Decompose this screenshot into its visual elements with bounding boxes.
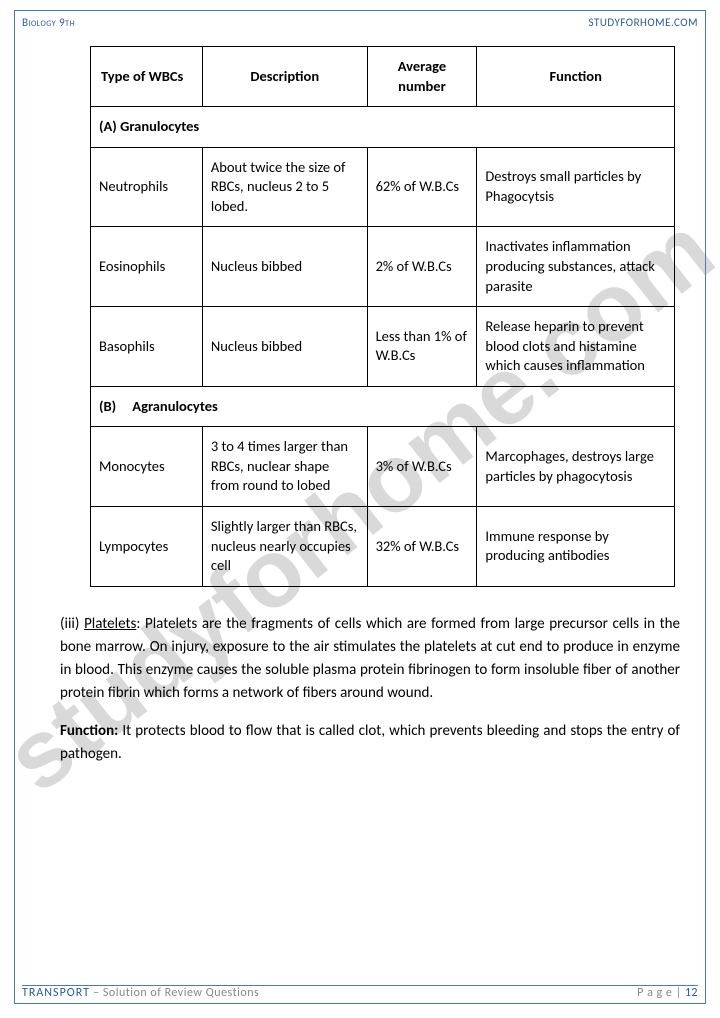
cell-type: Eosinophils <box>91 227 203 307</box>
page-footer: TRANSPORT – Solution of Review Questions… <box>22 985 698 1000</box>
cell-func: Release heparin to prevent blood clots a… <box>477 307 675 387</box>
cell-num: 2% of W.B.Cs <box>367 227 477 307</box>
footer-chapter: TRANSPORT – Solution of Review Questions <box>22 986 259 1000</box>
cell-num: 3% of W.B.Cs <box>367 427 477 507</box>
page-header: Biology 9th STUDYFORHOME.COM <box>22 16 698 29</box>
section-a-row: (A) Granulocytes <box>91 107 675 148</box>
cell-type: Monocytes <box>91 427 203 507</box>
footer-page-number: 12 <box>685 986 698 1000</box>
cell-func: Marcophages, destroys large particles by… <box>477 427 675 507</box>
cell-num: Less than 1% of W.B.Cs <box>367 307 477 387</box>
cell-num: 62% of W.B.Cs <box>367 147 477 227</box>
cell-num: 32% of W.B.Cs <box>367 507 477 587</box>
th-type: Type of WBCs <box>91 47 203 107</box>
cell-desc: About twice the size of RBCs, nucleus 2 … <box>202 147 367 227</box>
footer-subtitle: – Solution of Review Questions <box>90 986 259 1000</box>
cell-desc: 3 to 4 times larger than RBCs, nuclear s… <box>202 427 367 507</box>
cell-desc: Nucleus bibbed <box>202 227 367 307</box>
th-average-number: Average number <box>367 47 477 107</box>
table-row: Neutrophils About twice the size of RBCs… <box>91 147 675 227</box>
table-row: Lympocytes Slightly larger than RBCs, nu… <box>91 507 675 587</box>
section-b-row: (B) Agranulocytes <box>91 386 675 427</box>
footer-page: P a g e | 12 <box>637 986 698 1000</box>
function-text: It protects blood to flow that is called… <box>60 722 680 763</box>
footer-page-label: P a g e | <box>637 986 685 1000</box>
table-header-row: Type of WBCs Description Average number … <box>91 47 675 107</box>
header-site: STUDYFORHOME.COM <box>589 16 698 29</box>
footer-chapter-name: TRANSPORT <box>22 986 90 1000</box>
th-function: Function <box>477 47 675 107</box>
section-b-cell: (B) Agranulocytes <box>91 386 675 427</box>
page-content: Type of WBCs Description Average number … <box>60 40 680 766</box>
th-description: Description <box>202 47 367 107</box>
platelets-paragraph: (iii) Platelets: Platelets are the fragm… <box>60 613 680 706</box>
cell-type: Basophils <box>91 307 203 387</box>
header-subject: Biology 9th <box>22 16 75 29</box>
cell-desc: Slightly larger than RBCs, nucleus nearl… <box>202 507 367 587</box>
table-row: Basophils Nucleus bibbed Less than 1% of… <box>91 307 675 387</box>
cell-type: Lympocytes <box>91 507 203 587</box>
table-row: Monocytes 3 to 4 times larger than RBCs,… <box>91 427 675 507</box>
cell-func: Destroys small particles by Phagocytsis <box>477 147 675 227</box>
wbc-table: Type of WBCs Description Average number … <box>90 46 675 587</box>
platelets-text: : Platelets are the fragments of cells w… <box>60 615 680 703</box>
function-paragraph: Function: It protects blood to flow that… <box>60 720 680 767</box>
platelets-label: Platelets <box>84 615 136 633</box>
function-label: Function: <box>60 722 118 740</box>
table-row: Eosinophils Nucleus bibbed 2% of W.B.Cs … <box>91 227 675 307</box>
section-a-label: (A) Granulocytes <box>91 107 675 148</box>
section-b-prefix: (B) <box>99 397 129 417</box>
section-b-label: Agranulocytes <box>132 397 218 415</box>
cell-type: Neutrophils <box>91 147 203 227</box>
cell-func: Immune response by producing antibodies <box>477 507 675 587</box>
cell-desc: Nucleus bibbed <box>202 307 367 387</box>
para-number: (iii) <box>60 615 84 633</box>
cell-func: Inactivates inflammation producing subst… <box>477 227 675 307</box>
